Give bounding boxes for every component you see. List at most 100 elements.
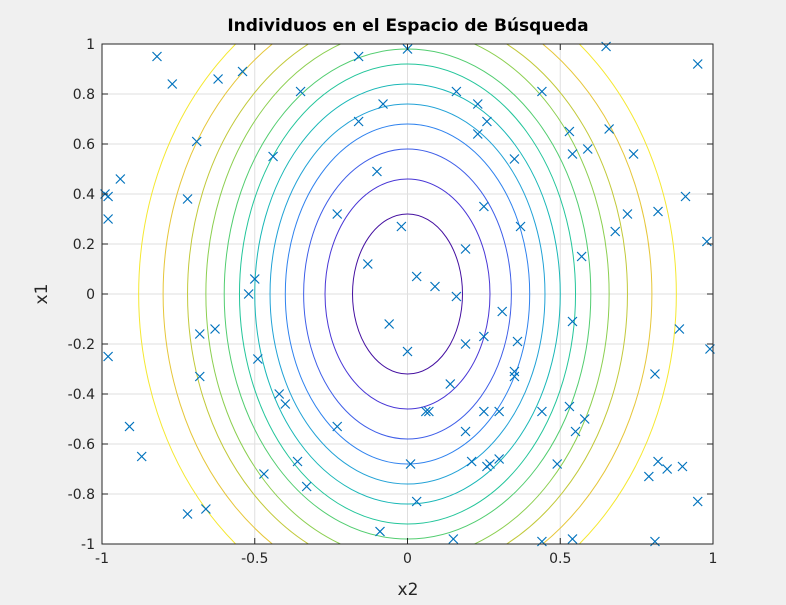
data-point	[610, 226, 621, 237]
contour-level	[324, 178, 491, 410]
contour-level	[205, 44, 610, 544]
data-point-stroke	[405, 459, 416, 469]
data-point-stroke	[115, 174, 126, 184]
data-point-stroke	[653, 206, 663, 217]
data-point	[512, 336, 523, 347]
data-point-stroke	[200, 504, 211, 514]
data-point-stroke	[353, 51, 364, 62]
data-point	[103, 351, 114, 362]
data-point	[494, 406, 505, 417]
data-point	[362, 259, 373, 269]
data-point-stroke	[423, 406, 434, 417]
y-tick-labels: -1 -0.8 -0.6 -0.4 -0.2 0 0.2 0.4 0.6 0.8 1	[68, 37, 95, 553]
data-point	[567, 149, 578, 159]
data-point	[582, 144, 593, 154]
data-point-stroke	[536, 86, 547, 97]
data-point	[579, 414, 590, 424]
data-point	[478, 331, 489, 342]
data-point-stroke	[485, 459, 495, 469]
y-tick-label: 1	[86, 37, 95, 53]
data-point-stroke	[249, 274, 260, 284]
data-point-stroke	[576, 251, 587, 262]
data-point-stroke	[103, 351, 114, 362]
data-point	[411, 496, 422, 507]
data-point-stroke	[451, 86, 462, 97]
data-point-stroke	[610, 226, 621, 237]
data-point-stroke	[643, 471, 654, 482]
data-point	[332, 209, 343, 219]
data-point-stroke	[194, 371, 205, 382]
data-point	[680, 191, 691, 202]
data-point-stroke	[622, 209, 633, 219]
data-point	[295, 86, 306, 97]
data-point	[332, 421, 343, 432]
data-point-stroke	[509, 371, 520, 382]
data-point	[420, 406, 431, 417]
y-tick-label: -0.8	[68, 487, 95, 503]
data-point-stroke	[674, 324, 685, 334]
data-point	[692, 59, 703, 69]
data-point	[194, 371, 205, 382]
data-point-stroke	[402, 346, 413, 357]
data-point	[466, 456, 477, 467]
data-point	[448, 534, 459, 544]
data-point	[622, 209, 633, 219]
data-point-stroke	[182, 194, 193, 204]
data-point-stroke	[482, 116, 492, 127]
data-point	[411, 271, 422, 282]
data-point-stroke	[411, 496, 422, 507]
scatter-points	[100, 41, 715, 547]
y-tick-label: 0.4	[73, 187, 95, 203]
data-point-stroke	[332, 209, 343, 219]
data-point	[509, 366, 520, 377]
data-point-stroke	[478, 331, 489, 342]
data-point-stroke	[460, 426, 471, 437]
data-point-stroke	[268, 151, 279, 162]
data-point	[136, 451, 147, 462]
data-point	[103, 214, 114, 224]
contour-level	[238, 63, 577, 525]
data-point	[564, 126, 575, 137]
data-point-stroke	[494, 454, 505, 464]
data-point	[423, 406, 434, 417]
tick-marks	[101, 43, 714, 545]
data-point-stroke	[677, 461, 688, 472]
data-point-stroke	[362, 259, 373, 269]
data-point-stroke	[274, 389, 285, 399]
data-point-stroke	[567, 534, 578, 544]
data-point	[191, 136, 202, 147]
data-point	[515, 221, 526, 232]
data-point	[674, 324, 685, 334]
data-point	[194, 329, 205, 339]
data-point-stroke	[194, 329, 205, 339]
data-point	[604, 124, 615, 134]
data-point-stroke	[692, 59, 703, 69]
data-point	[552, 459, 563, 469]
data-point-stroke	[103, 214, 114, 224]
data-point	[653, 456, 663, 467]
data-point	[274, 389, 285, 399]
data-point	[353, 116, 364, 127]
data-point	[509, 154, 520, 164]
data-point-stroke	[478, 201, 489, 212]
data-point	[280, 399, 291, 409]
data-point-stroke	[124, 421, 135, 432]
contour-level	[284, 123, 531, 465]
data-point	[497, 306, 508, 317]
data-point	[372, 166, 382, 177]
data-point-stroke	[243, 289, 254, 299]
data-point	[396, 221, 407, 232]
data-point	[567, 316, 578, 327]
data-point	[460, 339, 471, 349]
data-point	[152, 51, 162, 62]
x-tick-label: 0.5	[549, 551, 571, 567]
data-point	[570, 426, 581, 437]
x-tick-label: -1	[95, 551, 109, 567]
data-point-stroke	[701, 236, 712, 247]
data-point-stroke	[384, 319, 395, 329]
data-point	[650, 369, 660, 379]
data-point	[353, 51, 364, 62]
data-point-stroke	[258, 469, 269, 479]
data-point-stroke	[680, 191, 691, 202]
